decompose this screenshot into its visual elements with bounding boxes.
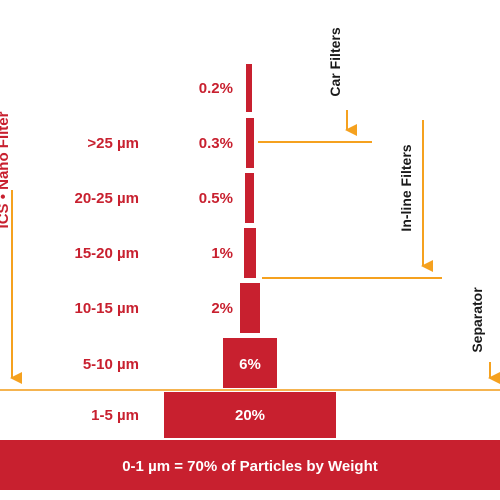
size-label: 10-15 µm bbox=[74, 300, 139, 317]
bar-0-3pct bbox=[246, 118, 254, 168]
left-filter-label: ICS • Nano Filter bbox=[0, 111, 12, 228]
size-label: 1-5 µm bbox=[91, 407, 139, 424]
bar-0-2pct bbox=[246, 64, 252, 112]
percent-label: 6% bbox=[239, 356, 261, 373]
size-label: 5-10 µm bbox=[83, 356, 139, 373]
bar-0-5pct bbox=[245, 173, 254, 223]
percent-label: 0.3% bbox=[199, 135, 233, 152]
size-label: >25 µm bbox=[87, 135, 139, 152]
base-bar bbox=[0, 440, 500, 490]
percent-label: 2% bbox=[211, 300, 233, 317]
percent-label: 0.2% bbox=[199, 80, 233, 97]
bar-1pct bbox=[244, 228, 256, 278]
bar-20pct bbox=[164, 392, 336, 438]
size-label: 20-25 µm bbox=[74, 190, 139, 207]
inline-filters-label: In-line Filters bbox=[398, 144, 414, 231]
base-bar-label: 0-1 µm = 70% of Particles by Weight bbox=[122, 458, 378, 475]
percent-label: 0.5% bbox=[199, 190, 233, 207]
size-label: 15-20 µm bbox=[74, 245, 139, 262]
bar-2pct bbox=[240, 283, 260, 333]
car-filters-label: Car Filters bbox=[327, 27, 343, 96]
percent-label: 1% bbox=[211, 245, 233, 262]
bar-6pct bbox=[223, 338, 277, 388]
percent-label: 20% bbox=[235, 407, 265, 424]
separator-label: Separator bbox=[469, 287, 485, 353]
